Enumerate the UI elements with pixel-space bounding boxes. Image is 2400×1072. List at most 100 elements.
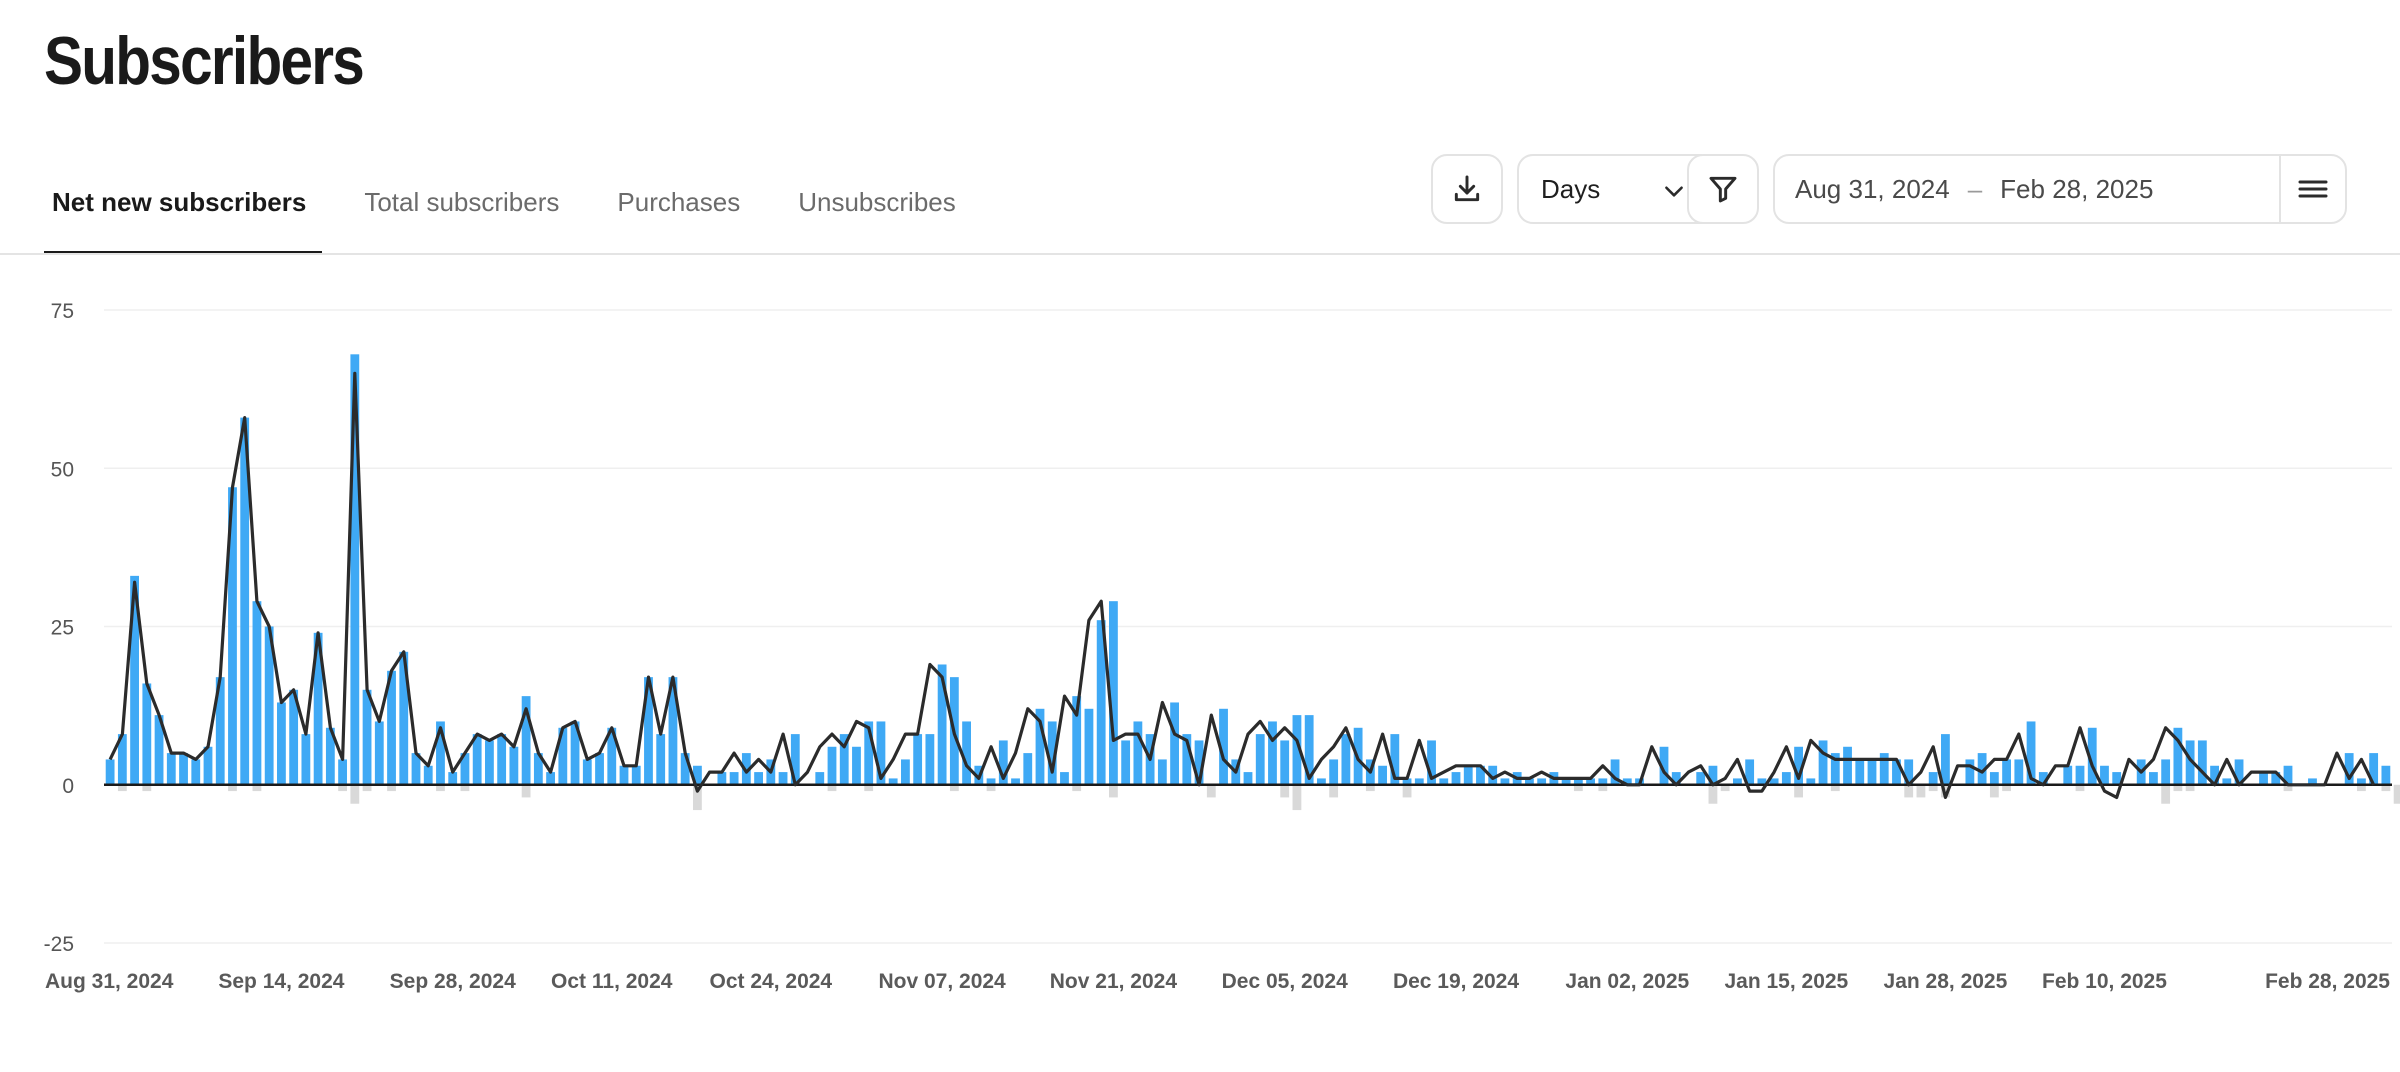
filter-icon [1709, 176, 1737, 203]
subscriber-bar [595, 753, 604, 785]
unsubscribe-bar [2185, 784, 2195, 792]
subscriber-bar [693, 765, 702, 785]
unsubscribe-bar [1708, 784, 1718, 804]
unsubscribe-bar [1206, 784, 1216, 798]
subscriber-bar [264, 626, 274, 785]
subscriber-bar [619, 765, 629, 785]
subscriber-bar [1830, 753, 1840, 785]
net-subscribers-chart: 75 50 25 0 -25 Aug 31, 2024 Sep 14, 2024 Sep 2… [44, 300, 2400, 993]
unsubscribe-bar [1830, 784, 1840, 792]
unsubscribe-bar [387, 784, 396, 792]
subscriber-bar [1659, 746, 1669, 785]
subscriber-bar [1182, 734, 1192, 785]
subscriber-bar [1977, 753, 1987, 785]
subscriber-bar [1133, 721, 1143, 785]
date-separator: – [1967, 173, 1983, 204]
unsubscribe-bar [228, 784, 237, 792]
date-start: Aug 31, 2024 [1795, 173, 1950, 204]
subscriber-bar [2002, 759, 2011, 785]
unsubscribe-bar [1989, 784, 1999, 798]
subscriber-bar [741, 753, 751, 785]
subscriber-bar [962, 721, 971, 785]
subscriber-bar [2283, 765, 2293, 785]
subscriber-bar [2344, 753, 2354, 785]
subscriber-bar [252, 601, 262, 785]
subscriber-bar [1011, 778, 1020, 785]
subscriber-bar [1378, 765, 1387, 785]
subscriber-bar [2210, 765, 2219, 785]
subscriber-bar [888, 778, 898, 785]
unsubscribe-bar [2173, 784, 2183, 792]
unsubscribe-bar [362, 784, 372, 792]
unsubscribe-bar [436, 784, 445, 792]
unsubscribe-bar [460, 784, 470, 792]
subscriber-bar [1818, 740, 1828, 785]
subscriber-bar [142, 683, 152, 785]
subscriber-bar [1317, 778, 1326, 785]
tab-total-subscribers[interactable]: Total subscribers [364, 186, 560, 217]
subscriber-bar [1892, 759, 1901, 785]
subscriber-bar [301, 734, 311, 785]
subscriber-bar [1794, 746, 1803, 785]
date-range-picker[interactable]: Aug 31, 2024 – Feb 28, 2025 [1773, 154, 2347, 224]
subscriber-bar [1047, 721, 1057, 785]
subscriber-bar [2185, 740, 2195, 785]
subscriber-bar [1084, 708, 1094, 785]
subscriber-bar [497, 734, 507, 785]
subscriber-bar [937, 664, 947, 785]
tab-bar: Net new subscribers Total subscribers Pu… [44, 150, 1006, 254]
subscriber-bar [191, 759, 201, 785]
y-tick-label: -25 [44, 933, 74, 956]
x-tick-label: Oct 24, 2024 [710, 970, 833, 993]
subscriber-bar [203, 746, 213, 785]
subscriber-bar [546, 772, 555, 785]
subscriber-bar [570, 721, 580, 785]
subscriber-bar [1402, 778, 1412, 785]
subscriber-bar [1989, 772, 1999, 785]
subscriber-bar [460, 753, 470, 785]
subscriber-bar [1463, 765, 1473, 785]
subscriber-bar [1537, 778, 1547, 785]
unsubscribe-bar [1329, 784, 1339, 798]
tab-purchases[interactable]: Purchases [617, 186, 741, 217]
subscriber-bar [2087, 727, 2097, 785]
subscriber-bar [1255, 734, 1265, 785]
unsubscribe-bar [2283, 784, 2293, 792]
chevron-down-icon [1665, 186, 1683, 197]
subscriber-bar [411, 753, 421, 785]
subscriber-bar [423, 765, 433, 785]
subscriber-bar [472, 734, 482, 785]
net-subscribers-line [108, 371, 2376, 800]
subscriber-bar [117, 734, 127, 785]
subscriber-bar [105, 759, 115, 785]
unsubscribe-bar [1365, 784, 1375, 792]
subscriber-bar [2014, 759, 2024, 785]
subscriber-bar [876, 721, 886, 785]
subscriber-bar [1904, 759, 1914, 785]
x-tick-label: Sep 28, 2024 [390, 970, 516, 993]
unsubscribe-bar [827, 784, 837, 792]
subscriber-bar [631, 765, 641, 785]
subscriber-bar [374, 721, 384, 785]
subscriber-bar [1941, 734, 1950, 785]
subscriber-bar [680, 753, 690, 785]
subscriber-bar [2063, 765, 2073, 785]
subscriber-bar [2222, 778, 2232, 785]
unsubscribe-bar [864, 784, 874, 792]
subscriber-bar [1867, 759, 1877, 785]
unsubscribe-bar [1292, 784, 1302, 811]
subscriber-bar [1781, 772, 1791, 785]
unsubscribe-bar [1598, 784, 1608, 792]
subscriber-bar [1268, 721, 1277, 785]
granularity-select[interactable]: Days [1517, 154, 1717, 224]
download-button[interactable] [1431, 154, 1503, 224]
tab-net-new-subscribers[interactable]: Net new subscribers [44, 150, 323, 254]
menu-button[interactable] [2279, 156, 2345, 222]
x-tick-label: Nov 21, 2024 [1050, 970, 1178, 993]
subscriber-bar [448, 772, 458, 785]
subscriber-bar [2100, 765, 2109, 785]
filter-button[interactable] [1687, 154, 1759, 224]
unsubscribe-bar [2381, 784, 2391, 792]
tab-unsubscribes[interactable]: Unsubscribes [798, 186, 956, 217]
subscriber-bar [998, 740, 1008, 785]
